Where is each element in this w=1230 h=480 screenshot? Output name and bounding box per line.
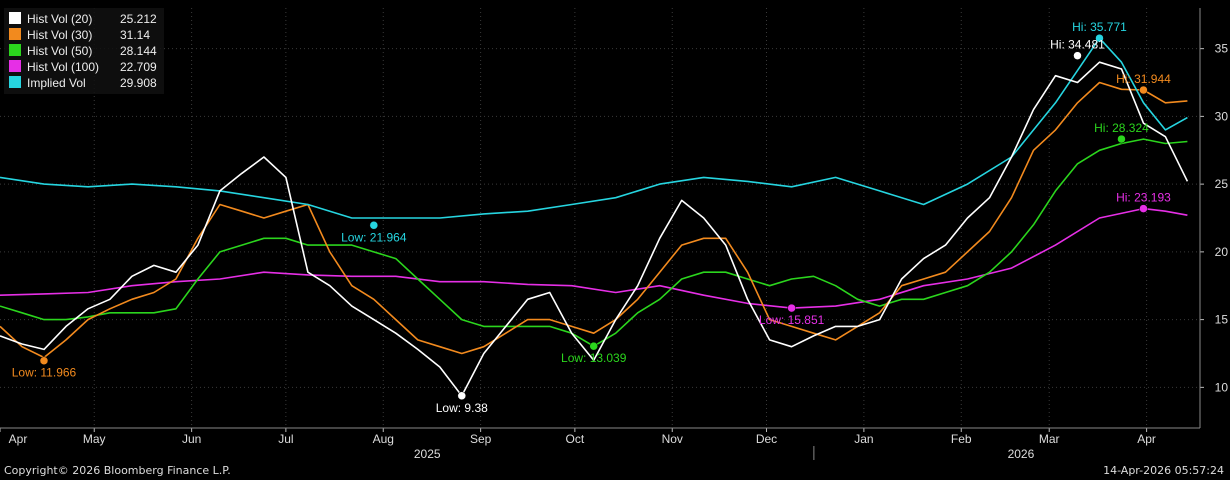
annotation-label: Low: 9.38 bbox=[436, 401, 488, 415]
series-line-hist-vol-50 bbox=[0, 138, 1188, 347]
legend-entry-value: 29.908 bbox=[120, 76, 157, 90]
annotation-label: Low: 11.966 bbox=[12, 366, 77, 380]
annotation-marker bbox=[1139, 85, 1148, 95]
legend-entry-value: 31.14 bbox=[120, 28, 150, 42]
legend-entry-name: Hist Vol (20) bbox=[27, 12, 92, 26]
annotation-label: Hi: 23.193 bbox=[1116, 191, 1171, 205]
y-tick-label: 10 bbox=[1215, 380, 1229, 394]
legend-swatch bbox=[9, 44, 21, 56]
y-tick-label: 15 bbox=[1215, 313, 1229, 327]
annotation-marker bbox=[1095, 33, 1104, 43]
copyright-text: Copyright© 2026 Bloomberg Finance L.P. bbox=[4, 464, 231, 477]
annotation-marker bbox=[1117, 134, 1126, 144]
x-month-label: May bbox=[83, 432, 106, 446]
series-line-hist-vol-30 bbox=[0, 81, 1188, 359]
x-month-label: Jun bbox=[182, 432, 201, 446]
legend-entry-name: Hist Vol (50) bbox=[27, 44, 92, 58]
y-tick-label: 30 bbox=[1215, 109, 1229, 123]
legend-background bbox=[4, 8, 164, 94]
annotation-marker bbox=[457, 391, 467, 401]
annotation-label: Hi: 28.324 bbox=[1094, 121, 1149, 135]
annotation-label: Low: 15.851 bbox=[759, 313, 825, 327]
footer: Copyright© 2026 Bloomberg Finance L.P. 1… bbox=[0, 462, 1230, 480]
y-tick-label: 35 bbox=[1215, 42, 1229, 56]
legend-swatch bbox=[9, 76, 21, 88]
annotation-marker bbox=[39, 356, 49, 365]
x-month-label: Feb bbox=[951, 432, 972, 446]
series-line-hist-vol-20 bbox=[0, 61, 1189, 397]
annotation-label: Hi: 31.944 bbox=[1116, 72, 1171, 86]
annotation-label: Hi: 34.481 bbox=[1050, 38, 1105, 52]
x-month-label: Aug bbox=[373, 432, 394, 446]
y-tick-label: 25 bbox=[1215, 177, 1229, 191]
legend: Hist Vol (20) 25.212 Hist Vol (30) 31.14 His… bbox=[4, 8, 164, 94]
legend-entry-value: 22.709 bbox=[120, 60, 157, 74]
legend-entry-name: Implied Vol bbox=[27, 76, 86, 90]
x-month-label: Apr bbox=[9, 432, 28, 446]
series-layer bbox=[0, 37, 1189, 397]
x-month-label: Nov bbox=[662, 432, 683, 446]
annotation-label: Low: 21.964 bbox=[341, 230, 407, 244]
volatility-chart: Low: 21.964 Low: 11.966 Low: 9.38 Low: 13.0… bbox=[0, 8, 1228, 461]
x-month-label: Jan bbox=[854, 432, 873, 446]
annotation-marker bbox=[1139, 204, 1148, 213]
timestamp-text: 14-Apr-2026 05:57:24 bbox=[1103, 464, 1224, 477]
x-year-label: 2026 bbox=[1008, 447, 1035, 461]
x-month-label: Oct bbox=[566, 432, 585, 446]
legend-entry-name: Hist Vol (30) bbox=[27, 28, 92, 42]
legend-swatch bbox=[9, 28, 21, 40]
annotation-marker bbox=[787, 303, 796, 313]
annotation-label: Hi: 35.771 bbox=[1072, 20, 1127, 34]
annotation-marker bbox=[369, 221, 379, 230]
annotation-marker bbox=[589, 341, 598, 351]
series-line-hist-vol-100 bbox=[0, 207, 1188, 309]
grid-layer bbox=[0, 8, 1200, 428]
annotation-label: Low: 13.039 bbox=[561, 351, 627, 365]
x-month-label: Apr bbox=[1137, 432, 1156, 446]
legend-entry-name: Hist Vol (100) bbox=[27, 60, 99, 74]
x-month-label: Dec bbox=[756, 432, 777, 446]
x-month-label: Mar bbox=[1039, 432, 1060, 446]
legend-swatch bbox=[9, 60, 21, 72]
legend-entry-value: 28.144 bbox=[120, 44, 157, 58]
legend-swatch bbox=[9, 12, 21, 24]
annotation-marker bbox=[1073, 51, 1082, 60]
x-month-label: Jul bbox=[278, 432, 293, 446]
y-tick-label: 20 bbox=[1215, 245, 1229, 259]
legend-entry-value: 25.212 bbox=[120, 12, 157, 26]
series-line-implied-vol bbox=[0, 37, 1188, 219]
x-month-label: Sep bbox=[470, 432, 492, 446]
x-year-label: 2025 bbox=[414, 447, 441, 461]
annotation-layer: Low: 21.964 Low: 11.966 Low: 9.38 Low: 13.0… bbox=[12, 20, 1171, 415]
